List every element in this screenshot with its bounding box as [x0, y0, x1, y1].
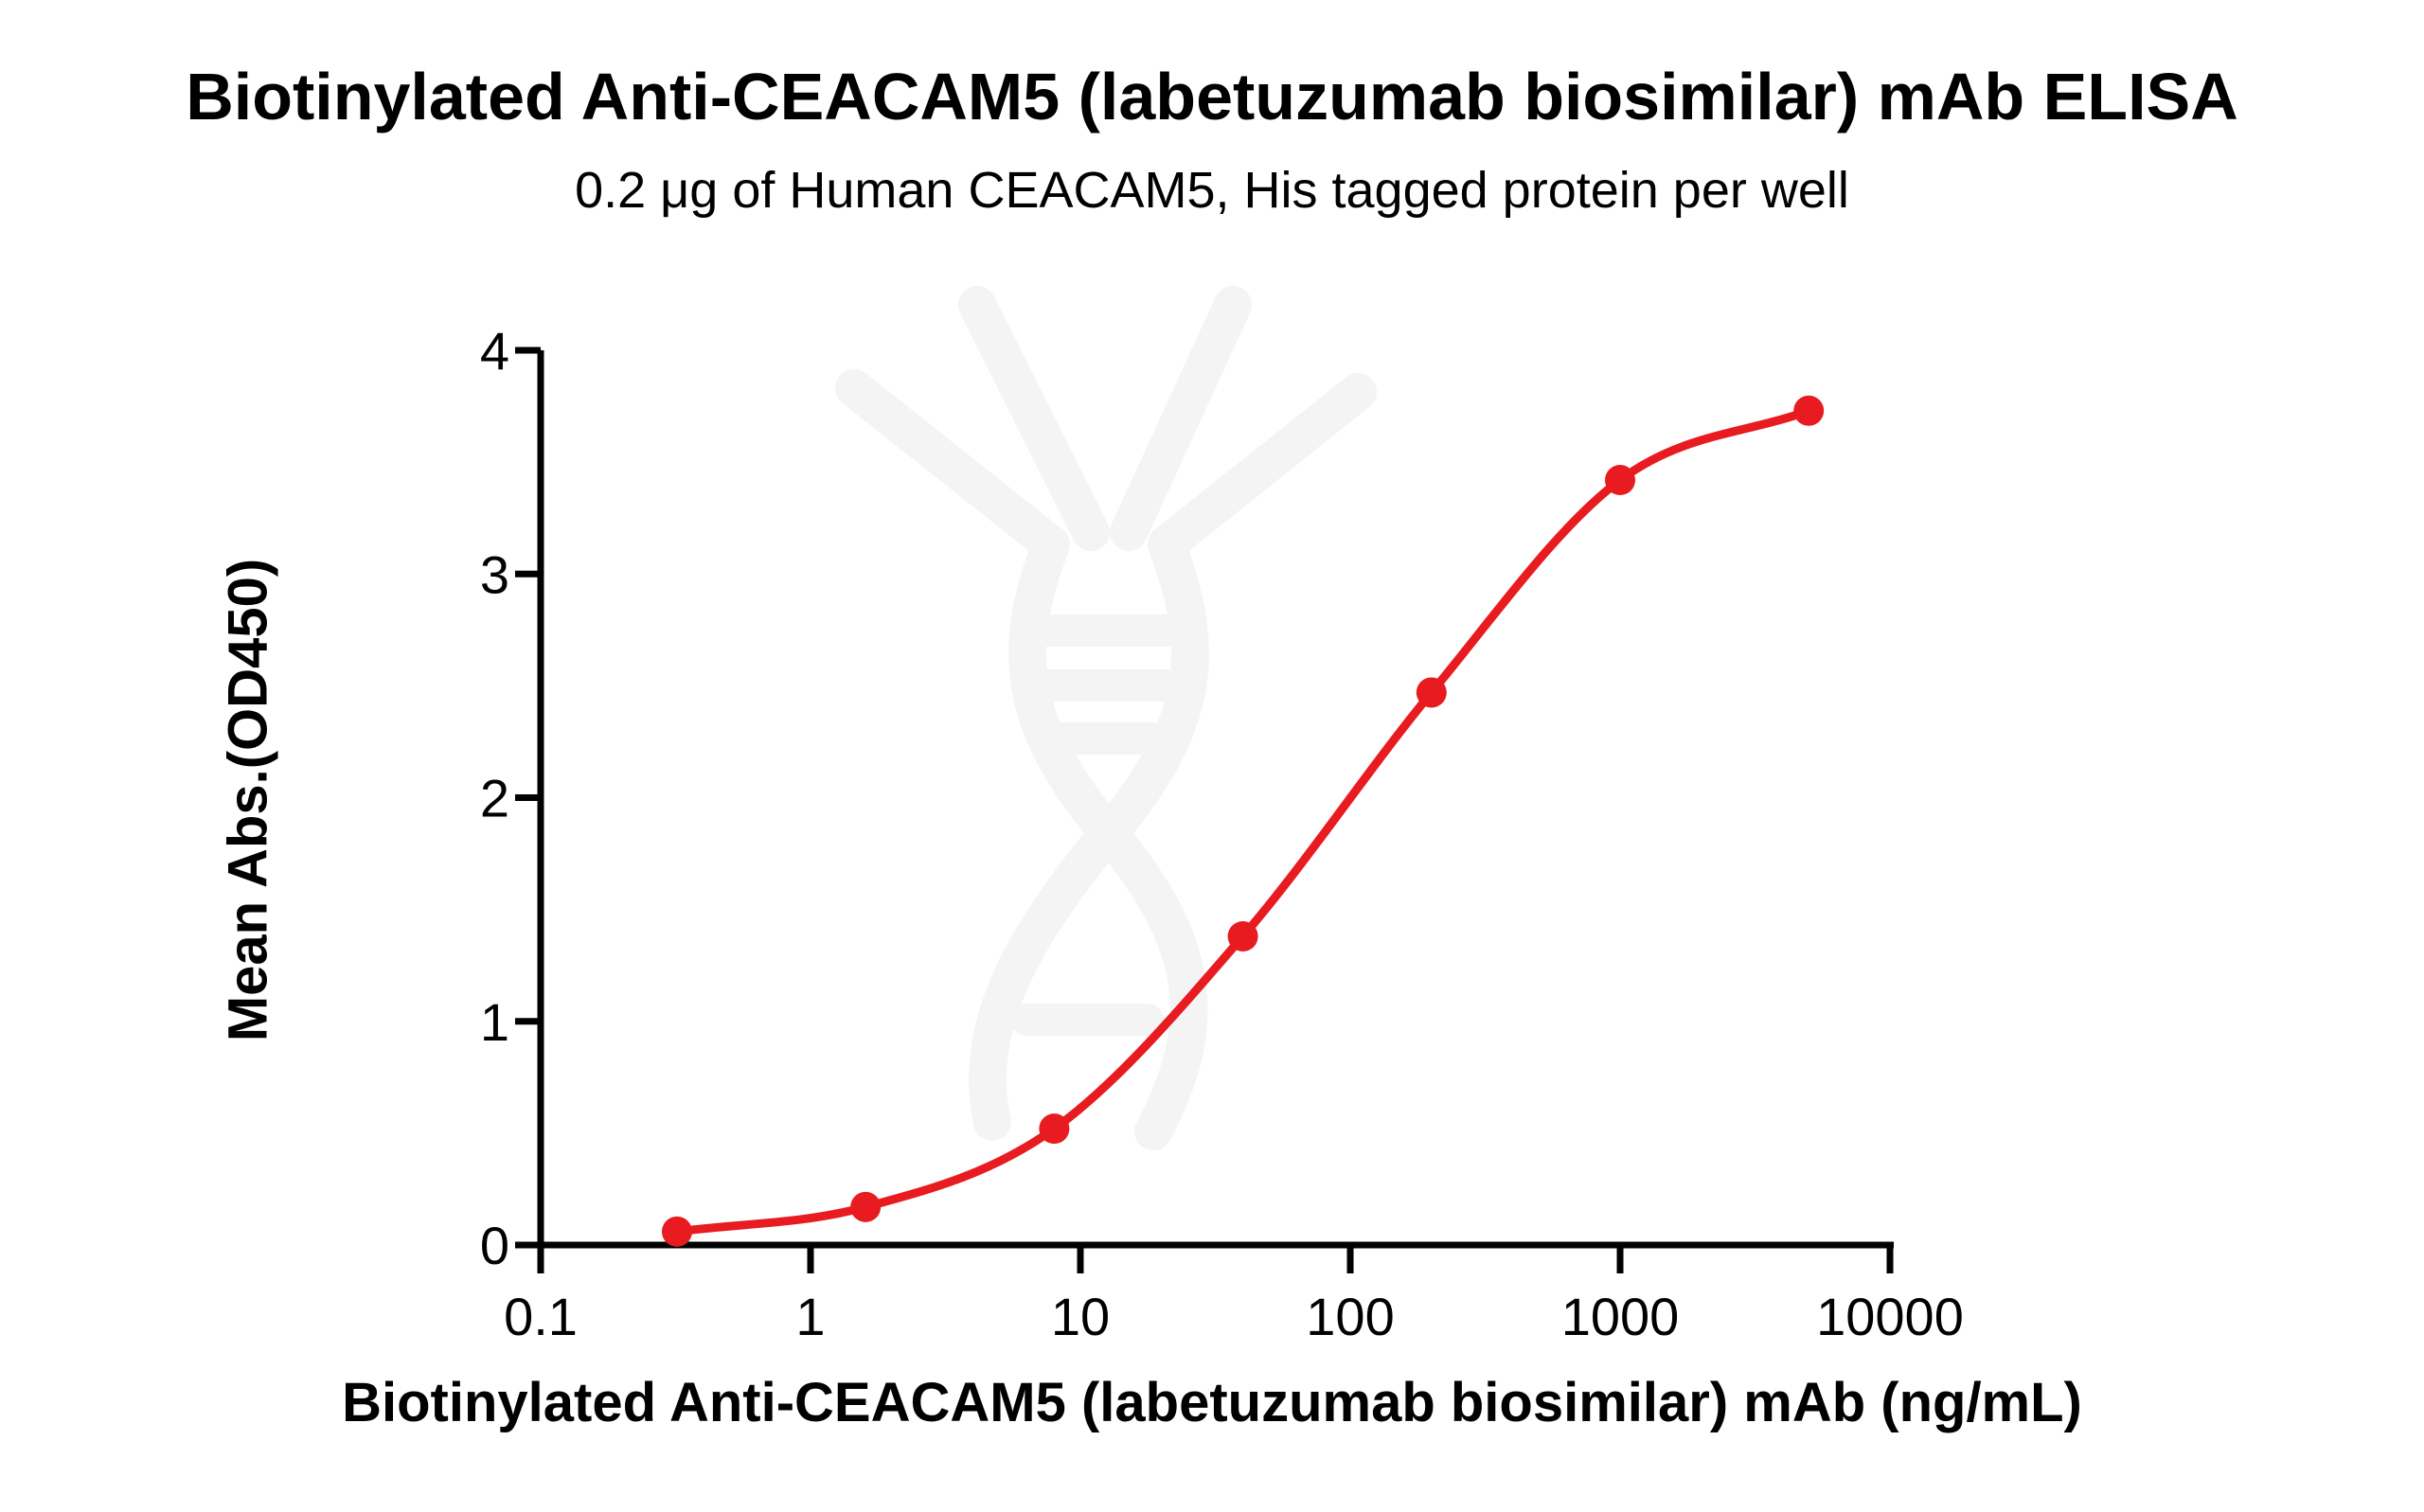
- data-point: [1793, 395, 1825, 426]
- y-tick-label: 4: [480, 321, 509, 381]
- chart-subtitle: 0.2 μg of Human CEACAM5, His tagged prot…: [575, 162, 1849, 219]
- x-tick-label: 1000: [1561, 1287, 1680, 1346]
- antibody-arm-icon: [1148, 373, 1377, 563]
- antibody-arm-icon: [958, 286, 1110, 551]
- y-tick-label: 1: [480, 992, 509, 1052]
- fit-curve: [672, 406, 1813, 1236]
- data-point: [850, 1191, 882, 1222]
- axes: [515, 347, 1894, 1273]
- x-tick-label: 0.1: [504, 1287, 578, 1346]
- chart-title: Biotinylated Anti-CEACAM5 (labetuzumab b…: [186, 60, 2238, 133]
- y-tick-label: 3: [480, 544, 509, 604]
- data-point: [1605, 465, 1635, 496]
- y-tick-label: 2: [480, 769, 509, 828]
- x-tick-label: 100: [1306, 1287, 1394, 1346]
- y-axis-label: Mean Abs.(OD450): [217, 558, 279, 1042]
- y-tick-label: 0: [480, 1216, 509, 1275]
- data-point: [1416, 677, 1447, 708]
- x-axis-label: Biotinylated Anti-CEACAM5 (labetuzumab b…: [342, 1372, 2082, 1433]
- antibody-arm-icon: [1110, 286, 1252, 551]
- x-tick-label: 10000: [1816, 1287, 1964, 1346]
- dna-helix-watermark: [835, 286, 1377, 1150]
- antibody-arm-icon: [835, 369, 1070, 563]
- data-point: [661, 1216, 692, 1247]
- x-tick-label: 1: [795, 1287, 825, 1346]
- x-tick-label: 10: [1051, 1287, 1110, 1346]
- data-point: [1039, 1113, 1070, 1145]
- data-point: [1227, 920, 1258, 952]
